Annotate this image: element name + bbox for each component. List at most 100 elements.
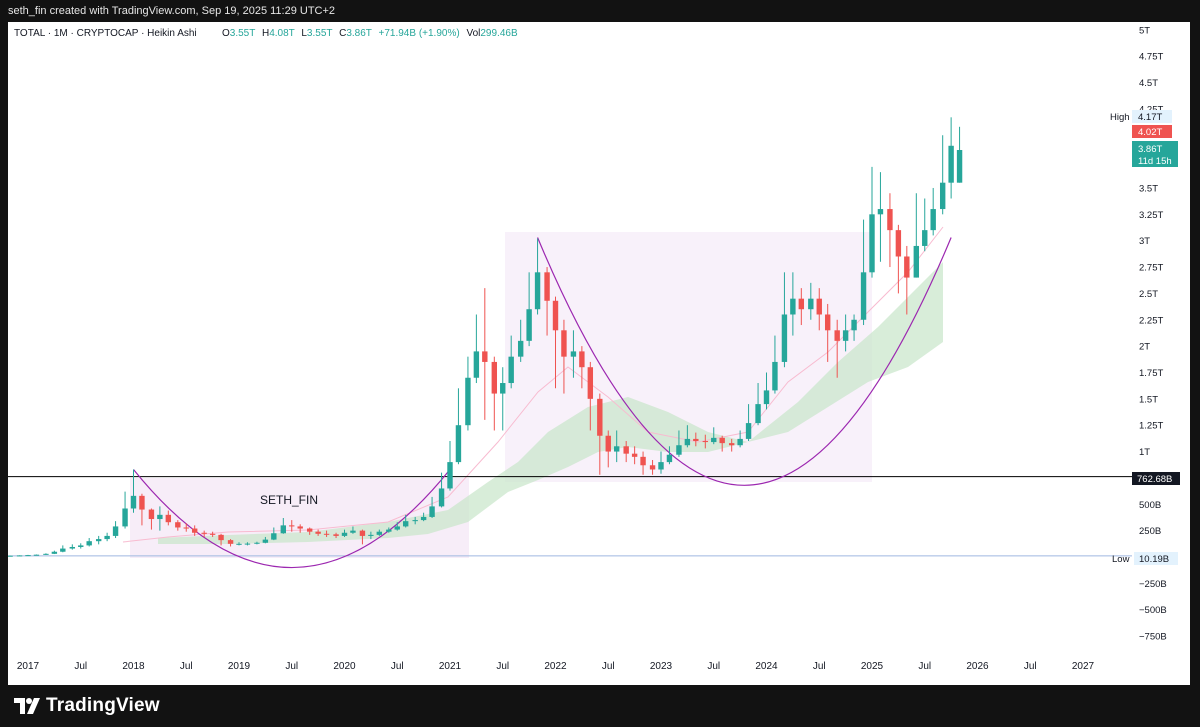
cup-arc-1 bbox=[133, 469, 451, 569]
candle-body bbox=[386, 529, 392, 532]
candle-body bbox=[824, 314, 831, 331]
y-tick-label: 1.75T bbox=[1139, 368, 1163, 379]
candle-body bbox=[887, 209, 893, 231]
candle-body bbox=[834, 330, 840, 341]
candle-body bbox=[790, 298, 796, 315]
candle-body bbox=[895, 230, 902, 257]
candle-body bbox=[315, 531, 321, 534]
candle-body bbox=[323, 533, 330, 535]
candle-body bbox=[534, 272, 541, 310]
candle-body bbox=[772, 361, 778, 391]
x-tick-label: 2019 bbox=[228, 661, 251, 672]
y-tick-label: 2.75T bbox=[1139, 263, 1163, 274]
x-tick-label: Jul bbox=[602, 661, 615, 672]
x-tick-label: Jul bbox=[496, 661, 509, 672]
y-tick-label: 1.25T bbox=[1139, 421, 1163, 432]
line-tag-value: 762.68B bbox=[1137, 474, 1172, 485]
current-price: 3.86T bbox=[1138, 144, 1162, 155]
cup-arcs bbox=[133, 237, 952, 569]
candle-body bbox=[218, 534, 224, 541]
x-tick-label: Jul bbox=[918, 661, 931, 672]
candle-body bbox=[69, 546, 76, 549]
candle-body bbox=[447, 462, 453, 489]
low-label: Low bbox=[1112, 554, 1130, 565]
candle-body bbox=[191, 528, 198, 533]
candle-body bbox=[262, 539, 269, 543]
x-tick-label: Jul bbox=[74, 661, 87, 672]
candle-body bbox=[508, 356, 514, 384]
y-tick-label: −250B bbox=[1139, 579, 1167, 590]
candle-body bbox=[148, 509, 155, 520]
candle-body bbox=[913, 245, 920, 278]
x-tick-label: 2020 bbox=[333, 661, 356, 672]
candle-body bbox=[904, 256, 910, 278]
candle-body bbox=[289, 525, 295, 527]
candle-body bbox=[922, 230, 928, 246]
x-tick-label: 2023 bbox=[650, 661, 673, 672]
candle-body bbox=[175, 522, 181, 528]
candle-body bbox=[297, 526, 303, 529]
x-tick-label: Jul bbox=[285, 661, 298, 672]
candle-body bbox=[402, 521, 409, 527]
candle-body bbox=[429, 506, 435, 517]
candle-body bbox=[350, 530, 356, 533]
candle-body bbox=[8, 555, 13, 557]
candle-body bbox=[51, 551, 58, 554]
y-tick-label: 2T bbox=[1139, 342, 1150, 353]
candle-body bbox=[526, 309, 532, 341]
candle-body bbox=[60, 548, 66, 552]
tradingview-logo[interactable]: TradingView bbox=[14, 695, 160, 717]
seth-fin-annotation: SETH_FIN bbox=[260, 493, 318, 507]
candle-body bbox=[25, 555, 31, 557]
candlestick-chart[interactable]: 5T 4.75T 4.5T 4.25T 3.5T 3.25T 3T 2.75T 2.5T 2.25… bbox=[8, 22, 1190, 685]
candle-body bbox=[254, 542, 260, 544]
low-tag-bg bbox=[1134, 552, 1178, 565]
x-tick-label: 2026 bbox=[966, 661, 989, 672]
candle-body bbox=[702, 441, 709, 443]
candle-body bbox=[579, 351, 585, 368]
candle-body bbox=[798, 298, 805, 310]
candle-body bbox=[165, 514, 172, 523]
y-tick-label: 250B bbox=[1139, 526, 1161, 537]
y-tick-label: 1.5T bbox=[1139, 394, 1158, 405]
countdown: 11d 15h bbox=[1138, 156, 1172, 167]
candle-body bbox=[368, 534, 374, 536]
candle-body bbox=[455, 425, 462, 463]
candle-body bbox=[306, 528, 313, 532]
chart-credit: seth_fin created with TradingView.com, S… bbox=[8, 5, 336, 17]
x-tick-label: 2027 bbox=[1072, 661, 1095, 672]
candle-body bbox=[763, 390, 770, 405]
y-tick-label: 2.5T bbox=[1139, 289, 1158, 300]
candle-body bbox=[808, 298, 814, 310]
candle-body bbox=[842, 330, 849, 341]
candle-body bbox=[86, 541, 92, 546]
chart-area[interactable]: 5T 4.75T 4.5T 4.25T 3.5T 3.25T 3T 2.75T 2.5T 2.25… bbox=[8, 22, 1190, 685]
candle-body bbox=[227, 540, 234, 544]
candle-body bbox=[517, 340, 524, 357]
y-tick-label: −500B bbox=[1139, 605, 1167, 616]
candle-body bbox=[333, 534, 339, 536]
candle-body bbox=[851, 319, 857, 331]
candle-body bbox=[43, 553, 49, 555]
candle-body bbox=[420, 516, 427, 521]
candle-body bbox=[236, 543, 242, 545]
candle-body bbox=[755, 404, 761, 424]
y-tick-label: 5T bbox=[1139, 25, 1150, 36]
x-tick-label: 2022 bbox=[544, 661, 567, 672]
tradingview-logo-icon bbox=[14, 698, 40, 714]
candle-body bbox=[157, 514, 163, 520]
x-tick-label: 2017 bbox=[17, 661, 40, 672]
x-tick-label: 2025 bbox=[861, 661, 884, 672]
candle-body bbox=[676, 445, 682, 455]
candle-body bbox=[376, 531, 383, 535]
red-tag-bg bbox=[1132, 125, 1172, 138]
y-tick-label: 3.25T bbox=[1139, 210, 1163, 221]
candle-body bbox=[613, 446, 620, 452]
candle-body bbox=[561, 330, 567, 357]
high-value: 4.17T bbox=[1138, 112, 1162, 123]
x-tick-label: 2024 bbox=[755, 661, 778, 672]
candle-body bbox=[605, 435, 611, 452]
legend-ohlc: O3.55T H4.08T L3.55T C3.86T +71.94B (+1.… bbox=[222, 28, 518, 39]
candle-body bbox=[737, 438, 743, 446]
candle-body bbox=[33, 554, 40, 556]
